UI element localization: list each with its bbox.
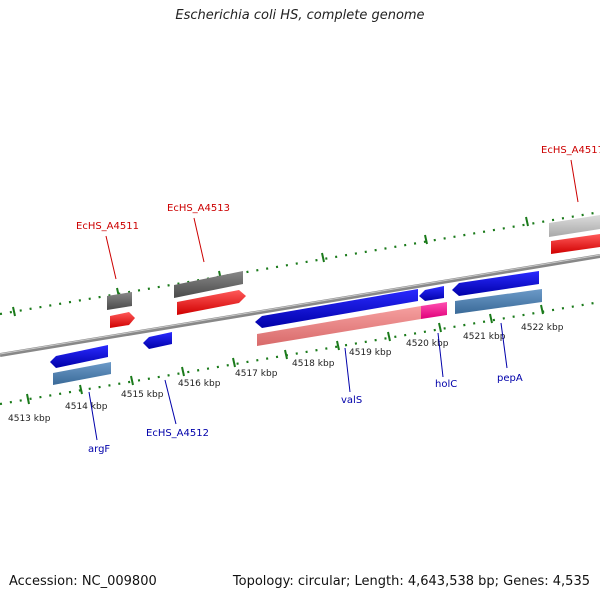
- upper-tick-ruler: [0, 210, 600, 317]
- lower-tick-ruler: [0, 300, 600, 406]
- gene-valS[interactable]: [255, 289, 418, 328]
- label-ecHS-A4511[interactable]: EcHS_A4511: [76, 221, 139, 232]
- gene-ecHS-A4517[interactable]: [551, 234, 600, 254]
- gene-ecHS-A4512[interactable]: [143, 332, 172, 349]
- genome-summary-text: Topology: circular; Length: 4,643,538 bp…: [232, 574, 590, 589]
- genome-title: Escherichia coli HS, complete genome: [175, 8, 425, 23]
- label-pepA[interactable]: pepA: [497, 373, 523, 384]
- label-ecHS-A4512[interactable]: EcHS_A4512: [146, 428, 209, 439]
- gene-ecHS-A4511[interactable]: [110, 312, 135, 328]
- gene-argF[interactable]: [50, 345, 108, 368]
- tick-label: 4514 kbp: [65, 402, 108, 412]
- tick-label: 4518 kbp: [292, 359, 335, 369]
- gene-holC[interactable]: [419, 286, 444, 301]
- tick-label: 4515 kbp: [121, 390, 164, 400]
- tick-label: 4521 kbp: [463, 332, 506, 342]
- cds-pepA[interactable]: [455, 289, 542, 314]
- tick-label: 4520 kbp: [406, 339, 449, 349]
- cds-argF[interactable]: [53, 362, 111, 385]
- cds-valS[interactable]: [257, 306, 421, 346]
- gene-pepA[interactable]: [452, 271, 539, 296]
- cds-ecHS-A4513[interactable]: [174, 271, 243, 298]
- cds-ecHS-A4511[interactable]: [107, 292, 132, 310]
- label-holC[interactable]: holC: [435, 379, 457, 390]
- tick-label: 4516 kbp: [178, 379, 221, 389]
- tick-label: 4513 kbp: [8, 414, 51, 424]
- tick-label: 4522 kbp: [521, 323, 564, 333]
- cds-holC[interactable]: [421, 302, 447, 319]
- label-ecHS-A4517[interactable]: EcHS_A4517: [541, 145, 600, 156]
- label-argF[interactable]: argF: [88, 444, 110, 455]
- label-valS[interactable]: valS: [341, 395, 362, 406]
- tick-label: 4517 kbp: [235, 369, 278, 379]
- tick-label: 4519 kbp: [349, 348, 392, 358]
- genome-backbone: [0, 254, 600, 357]
- accession-text: Accession: NC_009800: [9, 574, 157, 589]
- label-ecHS-A4513[interactable]: EcHS_A4513: [167, 203, 230, 214]
- gene-ecHS-A4513[interactable]: [177, 290, 246, 315]
- cds-ecHS-A4517[interactable]: [549, 215, 600, 237]
